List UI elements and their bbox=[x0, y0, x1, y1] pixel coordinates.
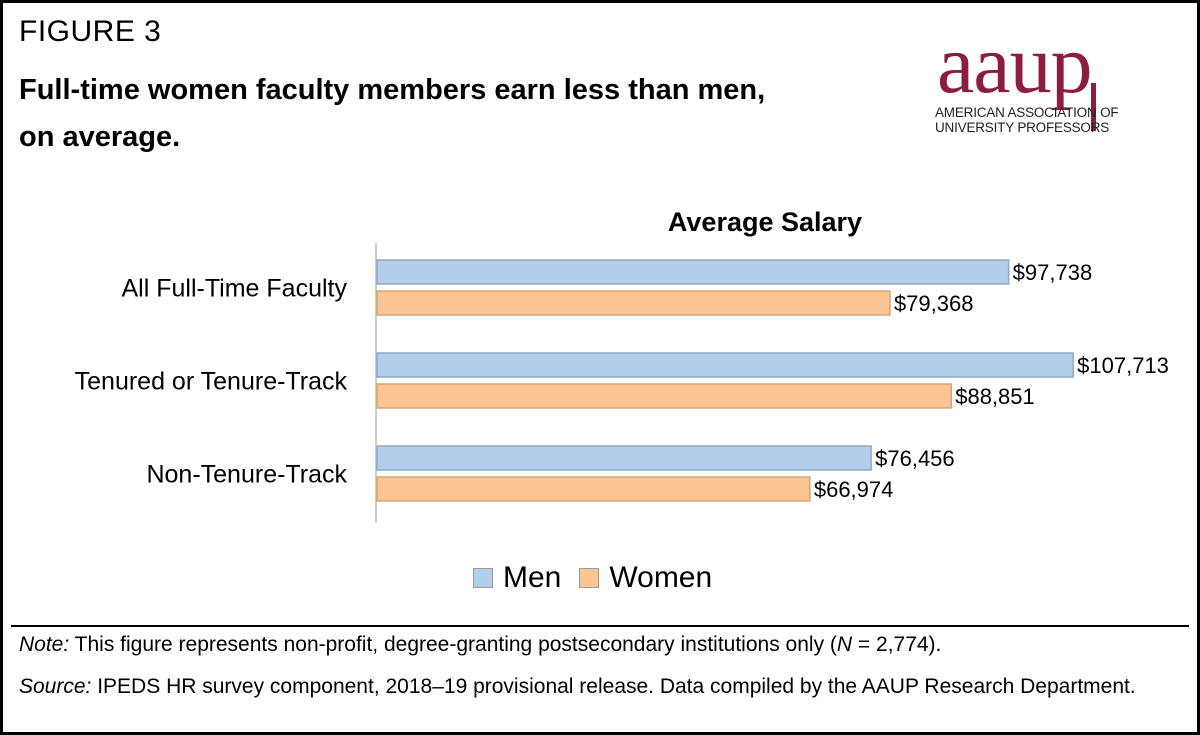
legend-swatch-women bbox=[579, 568, 600, 588]
bar-women bbox=[376, 290, 891, 316]
chart-title: Average Salary bbox=[668, 207, 862, 237]
legend: Men Women bbox=[473, 561, 730, 595]
logo-bar bbox=[1091, 83, 1096, 131]
note-text-after: = 2,774). bbox=[852, 633, 942, 656]
divider-rule bbox=[11, 625, 1189, 627]
data-label-men: $97,738 bbox=[1013, 260, 1093, 285]
note-n-symbol: N bbox=[836, 633, 853, 656]
source-text: IPEDS HR survey component, 2018–19 provi… bbox=[91, 675, 1136, 698]
note-footnote: Note: This figure represents non-profit,… bbox=[19, 631, 1179, 659]
bar-women bbox=[376, 383, 952, 409]
aaup-logo: aaup AMERICAN ASSOCIATION OF UNIVERSITY … bbox=[931, 23, 1171, 139]
headline: Full-time women faculty members earn les… bbox=[19, 67, 879, 161]
headline-line-2: on average. bbox=[19, 121, 181, 153]
data-label-men: $76,456 bbox=[875, 446, 955, 471]
category-label: All Full-Time Faculty bbox=[122, 275, 348, 303]
note-text-before: This figure represents non-profit, degre… bbox=[69, 633, 837, 656]
bar-chart: Average Salary All Full-Time Faculty $97,… bbox=[75, 207, 1169, 523]
note-label: Note: bbox=[19, 633, 70, 656]
legend-swatch-men bbox=[473, 568, 493, 588]
legend-item-men: Men bbox=[473, 561, 561, 595]
data-label-men: $107,713 bbox=[1077, 353, 1169, 378]
source-label: Source: bbox=[19, 675, 92, 698]
data-label-women: $79,368 bbox=[894, 291, 974, 316]
logo-subtitle: AMERICAN ASSOCIATION OF UNIVERSITY PROFE… bbox=[935, 105, 1119, 135]
bar-men bbox=[376, 445, 872, 471]
legend-item-women: Women bbox=[579, 561, 712, 595]
logo-wordmark: aaup bbox=[937, 18, 1093, 111]
category-label: Non-Tenure-Track bbox=[146, 461, 347, 489]
data-label-women: $88,851 bbox=[955, 384, 1035, 409]
headline-line-1: Full-time women faculty members earn les… bbox=[19, 74, 766, 106]
legend-label-women: Women bbox=[609, 561, 713, 594]
bars-group: All Full-Time Faculty $97,738 $79,368 Tenur… bbox=[75, 259, 1169, 502]
bar-men bbox=[376, 352, 1074, 378]
bar-women bbox=[376, 476, 811, 502]
legend-label-men: Men bbox=[503, 561, 562, 594]
figure-label: FIGURE 3 bbox=[19, 15, 162, 48]
source-footnote: Source: IPEDS HR survey component, 2018–… bbox=[19, 673, 1179, 701]
data-label-women: $66,974 bbox=[814, 477, 894, 502]
bar-men bbox=[376, 259, 1010, 285]
logo-subtitle-line-2: UNIVERSITY PROFESSORS bbox=[935, 120, 1110, 135]
logo-subtitle-line-1: AMERICAN ASSOCIATION OF bbox=[935, 105, 1119, 120]
category-label: Tenured or Tenure-Track bbox=[75, 368, 348, 396]
